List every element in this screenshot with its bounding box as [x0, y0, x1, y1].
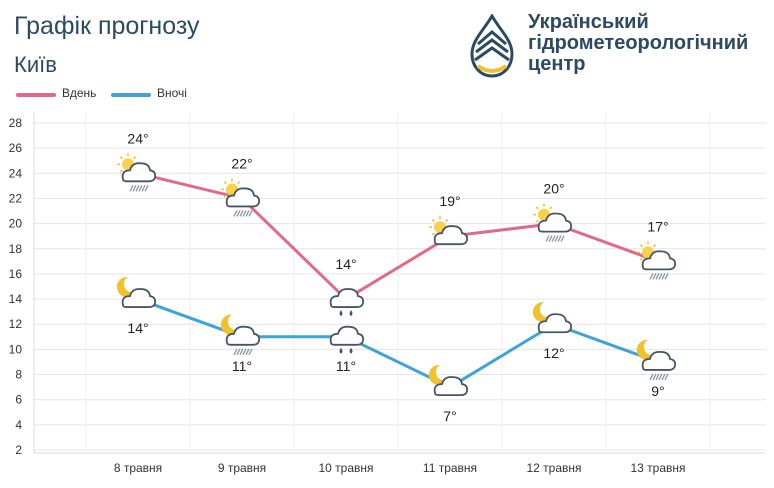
night-temperature-label: 7° — [443, 408, 456, 424]
moon-cloud-rain-icon — [220, 314, 261, 356]
moon-cloud-icon — [116, 277, 157, 308]
y-tick-label: 26 — [9, 141, 23, 155]
moon-cloud-icon — [428, 365, 469, 397]
legend-label-night: Вночі — [157, 86, 187, 100]
sun-cloud-rain-icon — [533, 203, 573, 242]
night-temperature-label: 12° — [543, 345, 564, 361]
night-temperature-label: 9° — [651, 383, 664, 399]
y-tick-label: 22 — [9, 191, 23, 205]
moon-cloud-icon — [532, 302, 573, 334]
day-temperature-label: 17° — [647, 218, 668, 234]
org-line-1: Український — [528, 11, 649, 33]
legend-line-night — [111, 93, 151, 97]
y-tick-label: 2 — [15, 443, 22, 457]
y-tick-label: 8 — [15, 368, 22, 382]
legend-label-day: Вдень — [62, 86, 97, 100]
y-tick-label: 16 — [9, 267, 23, 281]
night-temperature-label: 11° — [232, 358, 252, 374]
x-tick-label: 10 травня — [318, 461, 373, 475]
y-tick-label: 10 — [9, 342, 23, 356]
y-tick-label: 20 — [9, 217, 23, 231]
x-tick-label: 9 травня — [218, 461, 266, 475]
sun-cloud-icon — [429, 216, 469, 246]
y-tick-label: 14 — [9, 292, 23, 306]
organization-name: Український гідрометеорологічний центр — [528, 12, 748, 75]
day-temperature-label: 20° — [543, 181, 564, 197]
x-tick-label: 8 травня — [114, 461, 162, 475]
cloud-drops-icon — [329, 288, 365, 317]
y-tick-label: 4 — [15, 418, 22, 432]
sun-cloud-rain-icon — [221, 178, 261, 217]
day-temperature-label: 24° — [127, 130, 148, 146]
city-name: Київ — [14, 52, 57, 77]
ugmc-logo-icon — [470, 14, 514, 78]
y-tick-label: 28 — [9, 116, 23, 130]
night-temperature-label: 14° — [127, 320, 148, 336]
sun-cloud-rain-icon — [637, 241, 677, 280]
night-temperature-label: 11° — [336, 358, 356, 374]
x-tick-label: 11 травня — [423, 461, 477, 475]
cloud-drops-icon — [329, 325, 365, 354]
day-temperature-label: 22° — [231, 155, 252, 171]
y-tick-label: 24 — [9, 166, 23, 180]
y-tick-label: 6 — [15, 393, 22, 407]
sun-cloud-rain-icon — [117, 153, 157, 192]
day-series-line — [137, 171, 659, 301]
y-tick-label: 18 — [9, 242, 23, 256]
day-temperature-label: 19° — [439, 193, 460, 209]
moon-cloud-rain-icon — [636, 339, 677, 381]
day-temperature-label: 14° — [335, 256, 356, 272]
org-line-2: гідрометеорологічний — [528, 32, 749, 54]
page-title: Графік прогнозу — [14, 12, 200, 40]
x-tick-label: 13 травня — [630, 461, 685, 475]
x-tick-label: 12 травня — [526, 461, 581, 475]
legend-line-day — [16, 93, 56, 97]
y-tick-label: 12 — [9, 317, 23, 331]
org-line-3: центр — [528, 53, 586, 75]
